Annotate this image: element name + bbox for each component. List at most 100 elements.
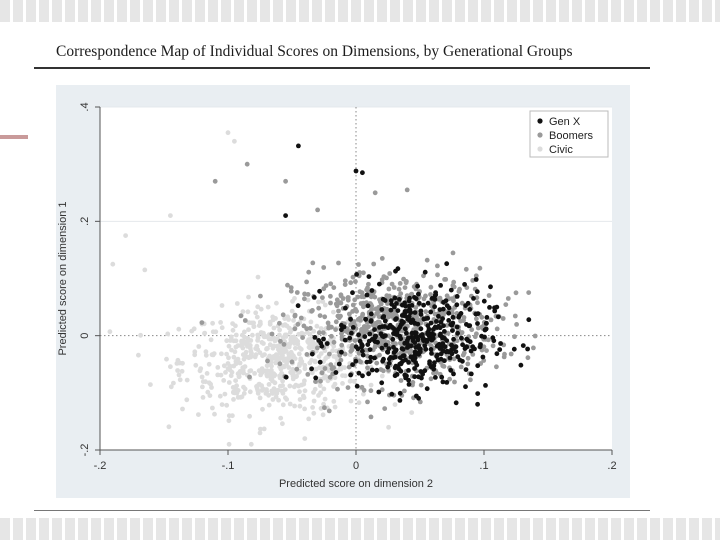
data-point-civic: [300, 331, 306, 337]
data-point-boomers: [461, 315, 467, 320]
data-point-boomers: [366, 281, 371, 287]
data-point-gen-x: [412, 340, 418, 345]
data-point-gen-x: [436, 323, 441, 329]
data-point-gen-x: [406, 377, 411, 383]
plot-area: [100, 107, 612, 450]
data-point-gen-x: [483, 383, 488, 388]
data-point-boomers: [328, 362, 334, 368]
data-point-boomers: [365, 365, 370, 371]
data-point-gen-x: [406, 368, 411, 373]
data-point-gen-x: [511, 346, 517, 352]
data-point-civic: [200, 395, 206, 400]
data-point-civic: [225, 130, 231, 136]
data-point-gen-x: [382, 298, 388, 303]
data-point-gen-x: [356, 332, 361, 338]
data-point-gen-x: [397, 297, 402, 302]
data-point-gen-x: [447, 355, 453, 361]
data-point-boomers: [386, 286, 392, 292]
data-point-boomers: [340, 296, 346, 301]
data-point-civic: [226, 380, 232, 385]
data-point-civic: [224, 338, 230, 344]
scatter-chart: -.2 -.1 0 .1 .2 -.2 0 .2 .4 Predicted score on di…: [57, 102, 617, 490]
data-point-gen-x: [498, 341, 503, 346]
data-point-civic: [266, 402, 272, 408]
data-point-boomers: [525, 355, 531, 361]
data-point-gen-x: [296, 143, 301, 149]
data-point-gen-x: [481, 298, 487, 304]
data-point-civic: [210, 320, 216, 326]
data-point-gen-x: [520, 343, 526, 348]
data-point-civic: [196, 344, 202, 349]
data-point-civic: [239, 394, 245, 400]
data-point-boomers: [346, 364, 352, 370]
data-point-civic: [290, 373, 296, 379]
data-point-gen-x: [439, 374, 445, 380]
data-point-civic: [254, 343, 260, 349]
data-point-civic: [292, 296, 297, 301]
data-point-civic: [211, 351, 217, 356]
data-point-civic: [246, 355, 252, 361]
data-point-civic: [203, 349, 209, 355]
data-point-boomers: [398, 340, 403, 346]
data-point-gen-x: [409, 303, 415, 308]
data-point-civic: [230, 413, 235, 419]
data-point-gen-x: [454, 324, 460, 330]
data-point-civic: [110, 261, 116, 267]
data-point-gen-x: [394, 301, 399, 306]
data-point-civic: [258, 306, 264, 312]
data-point-civic: [253, 352, 259, 358]
data-point-civic: [276, 347, 282, 353]
data-point-boomers: [321, 286, 327, 292]
data-point-boomers: [242, 318, 248, 323]
data-point-civic: [291, 353, 296, 359]
data-point-boomers: [431, 370, 436, 376]
data-point-gen-x: [353, 168, 359, 174]
data-point-civic: [297, 397, 303, 402]
data-point-boomers: [361, 300, 366, 306]
data-point-gen-x: [368, 311, 374, 317]
data-point-civic: [308, 319, 314, 325]
data-point-gen-x: [428, 320, 434, 326]
data-point-boomers: [258, 293, 263, 299]
data-point-civic: [307, 331, 313, 337]
data-point-gen-x: [350, 325, 356, 330]
data-point-civic: [241, 370, 247, 376]
data-point-boomers: [331, 339, 337, 345]
data-point-boomers: [450, 250, 456, 256]
data-point-gen-x: [395, 308, 401, 313]
data-point-gen-x: [366, 371, 371, 377]
data-point-civic: [409, 410, 415, 415]
data-point-gen-x: [409, 330, 415, 336]
data-point-gen-x: [295, 303, 301, 309]
data-point-gen-x: [416, 374, 421, 380]
data-point-gen-x: [468, 371, 474, 377]
data-point-civic: [281, 345, 287, 351]
data-point-boomers: [353, 279, 358, 284]
y-tick-label: .2: [79, 217, 91, 226]
data-point-civic: [179, 368, 185, 374]
data-point-boomers: [376, 319, 382, 325]
data-point-civic: [175, 368, 180, 373]
data-point-gen-x: [336, 361, 342, 367]
data-point-boomers: [288, 288, 294, 294]
data-point-civic: [228, 334, 234, 340]
data-point-civic: [209, 385, 214, 390]
data-point-gen-x: [362, 334, 368, 339]
data-point-civic: [247, 368, 253, 374]
x-tick-label: -.2: [94, 460, 107, 472]
data-point-gen-x: [412, 321, 418, 326]
data-point-boomers: [362, 324, 368, 329]
data-point-boomers: [338, 300, 344, 306]
data-point-civic: [248, 441, 254, 447]
data-point-civic: [250, 332, 255, 338]
data-point-gen-x: [415, 337, 421, 343]
data-point-boomers: [331, 285, 337, 290]
data-point-civic: [200, 384, 205, 390]
data-point-civic: [278, 415, 284, 421]
x-tick-label: 0: [353, 460, 359, 472]
data-point-boomers: [306, 269, 312, 275]
data-point-gen-x: [364, 292, 370, 298]
data-point-civic: [253, 310, 259, 316]
data-point-boomers: [360, 313, 365, 319]
data-point-gen-x: [393, 268, 398, 274]
